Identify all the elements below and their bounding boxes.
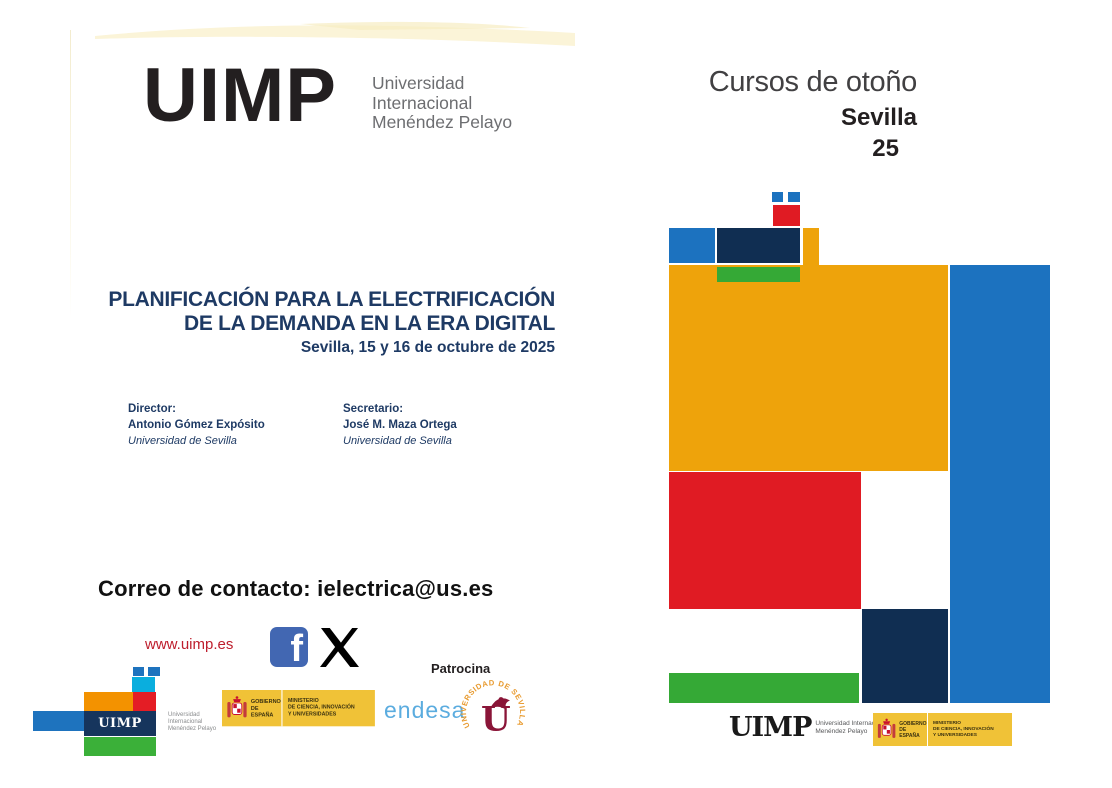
patrocina-label: Patrocina: [431, 661, 491, 676]
spain-coat-of-arms-icon: [227, 695, 247, 717]
block-blue-square-2: [148, 667, 160, 676]
uimp-footer-logo: UIMP Universidad Internacional Menéndez …: [729, 714, 889, 741]
ministerio-label: MINISTERIO DE CIENCIA, INNOVACIÓN Y UNIV…: [288, 698, 355, 717]
block-orange: [84, 692, 133, 711]
government-logo-left: GOBIERNO DE ESPAÑA MINISTERIO DE CIENCIA…: [222, 690, 375, 727]
director-affiliation: Universidad de Sevilla: [128, 435, 237, 447]
secretario-block: Secretario: José M. Maza Ortega Universi…: [343, 401, 543, 449]
uimp-block-logo: UIMP: [33, 664, 160, 758]
block-blue-wide: [33, 711, 84, 731]
gobierno-label: GOBIERNO DE ESPAÑA: [250, 698, 281, 719]
mondrian-navy-block: [862, 609, 948, 703]
universidad-sevilla-seal: UNIVERSIDAD DE SEVILLA U: [460, 678, 526, 740]
cursos-city: Sevilla: [840, 104, 917, 131]
mondrian-composition: [669, 190, 1050, 704]
block-green: [84, 737, 156, 756]
spain-coat-of-arms-icon: [877, 718, 896, 738]
uimp-footer-wordmark: UIMP: [729, 712, 812, 743]
block-cyan: [132, 677, 155, 692]
secretario-affiliation: Universidad de Sevilla: [343, 435, 452, 447]
block-red: [133, 692, 156, 711]
uimp-wordmark: UIMP: [143, 53, 337, 138]
cursos-year: 25: [872, 135, 899, 162]
website-link[interactable]: www.uimp.es: [145, 636, 234, 653]
x-twitter-icon[interactable]: [317, 628, 362, 667]
course-date: Sevilla, 15 y 16 de octubre de 2025: [300, 339, 555, 356]
mondrian-red-square-small: [773, 205, 800, 226]
block-navy: UIMP: [84, 711, 156, 736]
mondrian-green-strip-bottom: [669, 673, 859, 703]
contact-email: Correo de contacto: ielectrica@us.es: [98, 576, 494, 601]
mondrian-blue-square: [669, 228, 715, 263]
course-title-line1: PLANIFICACIÓN PARA LA ELECTRIFICACIÓN: [108, 288, 555, 311]
director-block: Director: Antonio Gómez Expósito Univers…: [128, 401, 328, 449]
mondrian-orange-strip: [803, 228, 819, 265]
cursos-header: Cursos de otoño Sevilla 25: [700, 66, 918, 163]
uimp-footer-subtitle: Universidad Internacional Menéndez Pelay…: [815, 720, 889, 735]
mondrian-orange-big: [669, 265, 948, 471]
facebook-icon[interactable]: f: [270, 627, 308, 667]
mondrian-green-strip-top: [717, 267, 800, 282]
cursos-line: Cursos de otoño: [708, 66, 918, 98]
block-blue-square-1: [133, 667, 144, 676]
course-title-block: PLANIFICACIÓN PARA LA ELECTRIFICACIÓN DE…: [90, 288, 555, 357]
course-title-line2: DE LA DEMANDA EN LA ERA DIGITAL: [183, 312, 555, 335]
uimp-block-subtitle: Universidad Internacional Menéndez Pelay…: [168, 712, 217, 732]
director-role-label: Director:: [128, 403, 176, 415]
secretario-role-label: Secretario:: [343, 403, 404, 415]
page-edge-line: [70, 30, 71, 320]
mondrian-blue-column: [950, 265, 1050, 703]
director-name: Antonio Gómez Expósito: [128, 419, 265, 431]
ministerio-label: MINISTERIO DE CIENCIA, INNOVACIÓN Y UNIV…: [933, 720, 994, 738]
uimp-wordmark-subtitle: Universidad Internacional Menéndez Pelay…: [372, 73, 513, 132]
secretario-name: José M. Maza Ortega: [343, 419, 457, 431]
seal-u-letter: U: [481, 700, 511, 740]
swoosh-decoration: [95, 21, 575, 46]
mondrian-blue-square-small-2: [788, 192, 800, 202]
mondrian-red-block: [669, 472, 861, 609]
endesa-logo: endesa: [384, 697, 466, 723]
government-logo-right: GOBIERNO DE ESPAÑA MINISTERIO DE CIENCIA…: [873, 713, 1012, 746]
mondrian-navy-rect: [717, 228, 800, 263]
uimp-block-wordmark: UIMP: [98, 716, 142, 731]
mondrian-blue-square-small-1: [772, 192, 783, 202]
gobierno-label: GOBIERNO DE ESPAÑA: [899, 720, 927, 739]
